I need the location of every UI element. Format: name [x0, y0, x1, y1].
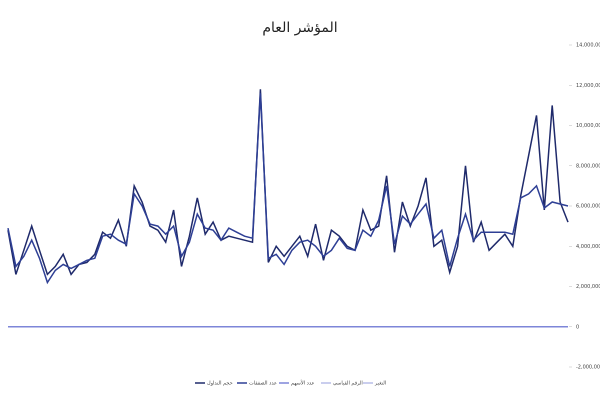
y-tick-label: 2,000,000: [576, 284, 600, 290]
legend-label: التغير: [374, 381, 386, 387]
y-tick-label: 6,000,000: [576, 204, 600, 210]
y-tick-label: 8,000,000: [576, 163, 600, 169]
y-tick-label: 4,000,000: [576, 244, 600, 250]
series-line: [7, 93, 569, 285]
legend-label: الرقم القياسي: [333, 381, 363, 387]
y-tick-label: 14,000,000: [576, 43, 600, 49]
chart-title: المؤشر العام: [262, 20, 337, 36]
series-line: [7, 89, 569, 276]
y-tick-label: 0: [576, 324, 579, 330]
y-tick-label: 10,000,000: [576, 123, 600, 129]
y-tick-label: -2,000,000: [576, 365, 600, 371]
legend-label: حجم التداول: [207, 381, 233, 387]
legend-label: عدد الأسهم: [291, 380, 315, 387]
y-tick-label: 12,000,000: [576, 83, 600, 89]
legend-label: عدد الصفقات: [249, 381, 277, 387]
